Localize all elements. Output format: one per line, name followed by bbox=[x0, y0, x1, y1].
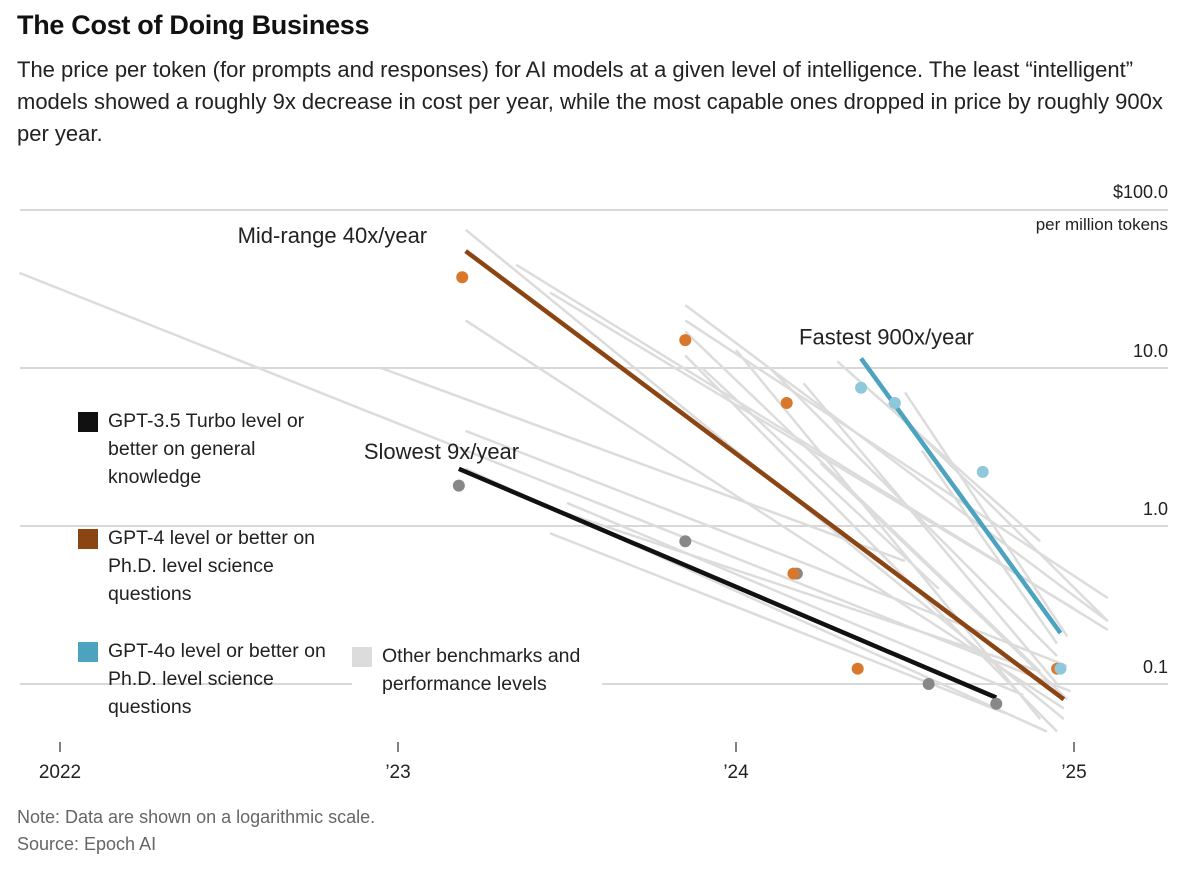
legend-swatch-gpt4o bbox=[78, 642, 98, 662]
trend-line-gpt4 bbox=[464, 249, 1066, 702]
legend-label-gpt4o: GPT-4o level or better on Ph.D. level sc… bbox=[108, 640, 326, 718]
other-benchmark-line bbox=[18, 271, 1072, 693]
other-benchmark-line bbox=[802, 382, 1059, 685]
legend-item-gpt35: GPT-3.5 Turbo level or better on general… bbox=[78, 407, 308, 491]
other-benchmark-line bbox=[836, 360, 1042, 543]
legend-swatch-other bbox=[352, 647, 372, 667]
data-point-gpt4 bbox=[780, 397, 793, 410]
legend-item-other: Other benchmarks and performance levels bbox=[352, 642, 602, 698]
data-point-gpt35 bbox=[679, 535, 692, 548]
other-benchmark-line bbox=[464, 319, 1065, 710]
x-tick-label: ’25 bbox=[1061, 762, 1086, 783]
y-unit-label: per million tokens bbox=[1036, 215, 1168, 234]
data-point-gpt4o bbox=[855, 381, 868, 394]
legend-swatch-gpt35 bbox=[78, 412, 98, 432]
other-benchmark-line bbox=[566, 501, 1024, 697]
other-benchmark-line bbox=[549, 506, 1041, 673]
legend-label-gpt4: GPT-4 level or better on Ph.D. level sci… bbox=[108, 527, 316, 605]
data-point-gpt35 bbox=[990, 697, 1003, 710]
trend-label-gpt4: Mid-range 40x/year bbox=[238, 223, 428, 248]
data-point-gpt4 bbox=[679, 334, 692, 347]
other-benchmark-line bbox=[920, 449, 1059, 645]
data-point-gpt35 bbox=[922, 678, 935, 690]
data-point-gpt4 bbox=[851, 662, 864, 675]
other-benchmark-line bbox=[684, 319, 1109, 600]
x-tick-label: ’24 bbox=[723, 762, 749, 783]
legend-label-other: Other benchmarks and performance levels bbox=[382, 645, 581, 695]
trend-lines bbox=[457, 249, 1066, 702]
other-benchmark-line bbox=[684, 304, 1109, 623]
other-benchmark-line bbox=[701, 367, 940, 590]
data-point-gpt4o bbox=[1054, 662, 1067, 675]
data-points bbox=[452, 271, 1067, 710]
chart-source: Source: Epoch AI bbox=[17, 834, 157, 854]
other-benchmark-line bbox=[903, 391, 1069, 638]
y-tick-label: 0.1 bbox=[1143, 657, 1168, 677]
other-benchmark-line bbox=[819, 462, 1069, 701]
data-point-gpt4 bbox=[787, 567, 800, 580]
chart-subtitle: The price per token (for prompts and res… bbox=[17, 57, 1163, 146]
other-benchmark-line bbox=[549, 291, 1075, 610]
data-point-gpt4o bbox=[888, 397, 901, 410]
legend-item-gpt4o: GPT-4o level or better on Ph.D. level sc… bbox=[78, 637, 328, 721]
y-tick-label: $100.0 bbox=[1113, 182, 1168, 202]
chart-footer: Note: Data are shown on a logarithmic sc… bbox=[17, 804, 375, 858]
other-benchmark-line bbox=[735, 349, 1042, 720]
chart-note: Note: Data are shown on a logarithmic sc… bbox=[17, 807, 376, 827]
trend-line-gpt35 bbox=[457, 466, 998, 700]
legend-label-gpt35: GPT-3.5 Turbo level or better on general… bbox=[108, 410, 305, 488]
other-benchmark-line bbox=[380, 366, 906, 563]
legend-item-gpt4: GPT-4 level or better on Ph.D. level sci… bbox=[78, 524, 318, 608]
data-point-gpt4o bbox=[976, 465, 989, 478]
data-point-gpt4 bbox=[456, 271, 469, 284]
other-benchmark-line bbox=[684, 330, 1042, 673]
x-tick-label: 2022 bbox=[39, 762, 81, 783]
legend-swatch-gpt4 bbox=[78, 529, 98, 549]
data-point-gpt35 bbox=[452, 479, 465, 492]
other-benchmark-line bbox=[887, 402, 1109, 623]
axis-labels: $100.0 per million tokens 10.0 1.0 0.1 2022 ’2… bbox=[39, 182, 1168, 783]
x-tick-label: ’23 bbox=[385, 762, 410, 783]
trend-label-gpt35: Slowest 9x/year bbox=[364, 439, 519, 464]
trend-annotations: Slowest 9x/year Mid-range 40x/year Fastest… bbox=[238, 223, 974, 464]
other-benchmark-line bbox=[684, 354, 1058, 733]
y-tick-label: 10.0 bbox=[1133, 341, 1168, 361]
y-tick-label: 1.0 bbox=[1143, 499, 1168, 519]
other-benchmark-line bbox=[549, 532, 1007, 715]
chart-title: The Cost of Doing Business bbox=[17, 10, 370, 40]
trend-label-gpt4o: Fastest 900x/year bbox=[799, 324, 974, 349]
